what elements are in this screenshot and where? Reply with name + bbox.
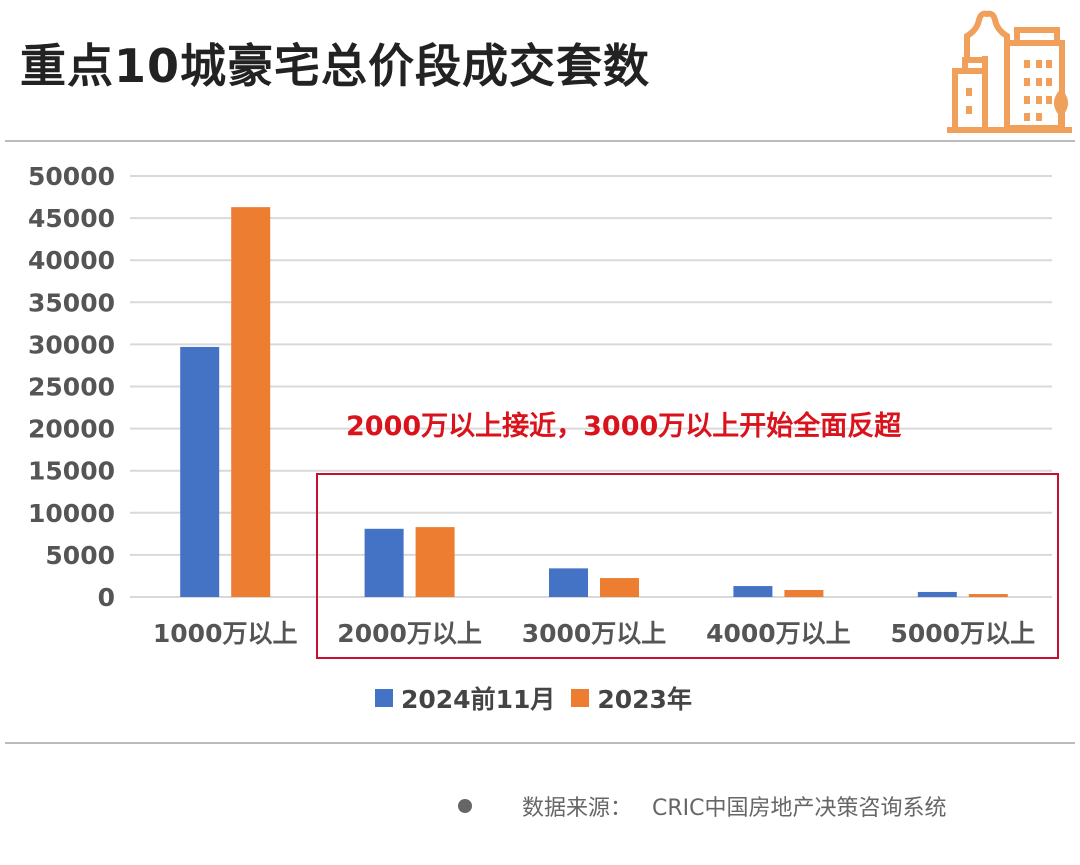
bar-chart: 0 5000 10000 15000 20000 25000 30000 35000 40000… <box>28 162 1052 648</box>
y-tick-label: 15000 <box>28 457 115 486</box>
source-value: CRIC中国房地产决策咨询系统 <box>652 796 947 821</box>
highlight-box <box>316 473 1059 659</box>
y-tick-label: 30000 <box>28 330 115 359</box>
bar <box>784 590 824 597</box>
bar <box>917 591 957 597</box>
divider <box>5 140 1075 142</box>
bar <box>600 578 639 597</box>
y-tick-label: 20000 <box>28 415 115 444</box>
y-tick-label: 5000 <box>45 541 115 570</box>
bullet-icon <box>458 799 472 813</box>
x-tick-label: 1000万以上 <box>153 619 298 648</box>
bar <box>968 594 1008 597</box>
source-label: 数据来源： <box>522 796 633 821</box>
bar <box>415 527 455 597</box>
legend: 2024前11月 2023年 <box>375 680 692 716</box>
bar <box>231 207 271 598</box>
legend-swatch <box>571 689 590 707</box>
x-tick-label: 2000万以上 <box>337 619 482 648</box>
annotation: 2000万以上接近，3000万以上开始全面反超 <box>346 411 902 442</box>
x-tick-label: 3000万以上 <box>522 619 667 648</box>
y-tick-label: 10000 <box>28 499 115 528</box>
legend-label: 2023年 <box>597 685 692 714</box>
x-tick-label: 5000万以上 <box>891 619 1036 648</box>
y-tick-label: 45000 <box>28 204 115 233</box>
page-title: 重点10城豪宅总价段成交套数 <box>20 39 651 93</box>
bar <box>549 568 588 597</box>
y-tick-label: 40000 <box>28 246 115 275</box>
buildings-logo-icon <box>947 10 1072 133</box>
bar <box>180 346 220 597</box>
legend-item: 2024前11月 <box>375 680 555 716</box>
legend-item: 2023年 <box>571 680 692 716</box>
source: 数据来源： CRIC中国房地产决策咨询系统 <box>458 790 947 822</box>
y-tick-label: 25000 <box>28 373 115 402</box>
legend-swatch <box>375 689 393 707</box>
bar <box>733 586 773 597</box>
legend-label: 2024前11月 <box>401 685 556 714</box>
bar <box>364 528 404 597</box>
y-tick-label: 35000 <box>28 288 115 317</box>
y-tick-label: 0 <box>98 583 115 612</box>
x-tick-label: 4000万以上 <box>706 619 851 648</box>
divider <box>5 742 1075 744</box>
y-tick-label: 50000 <box>28 162 115 191</box>
